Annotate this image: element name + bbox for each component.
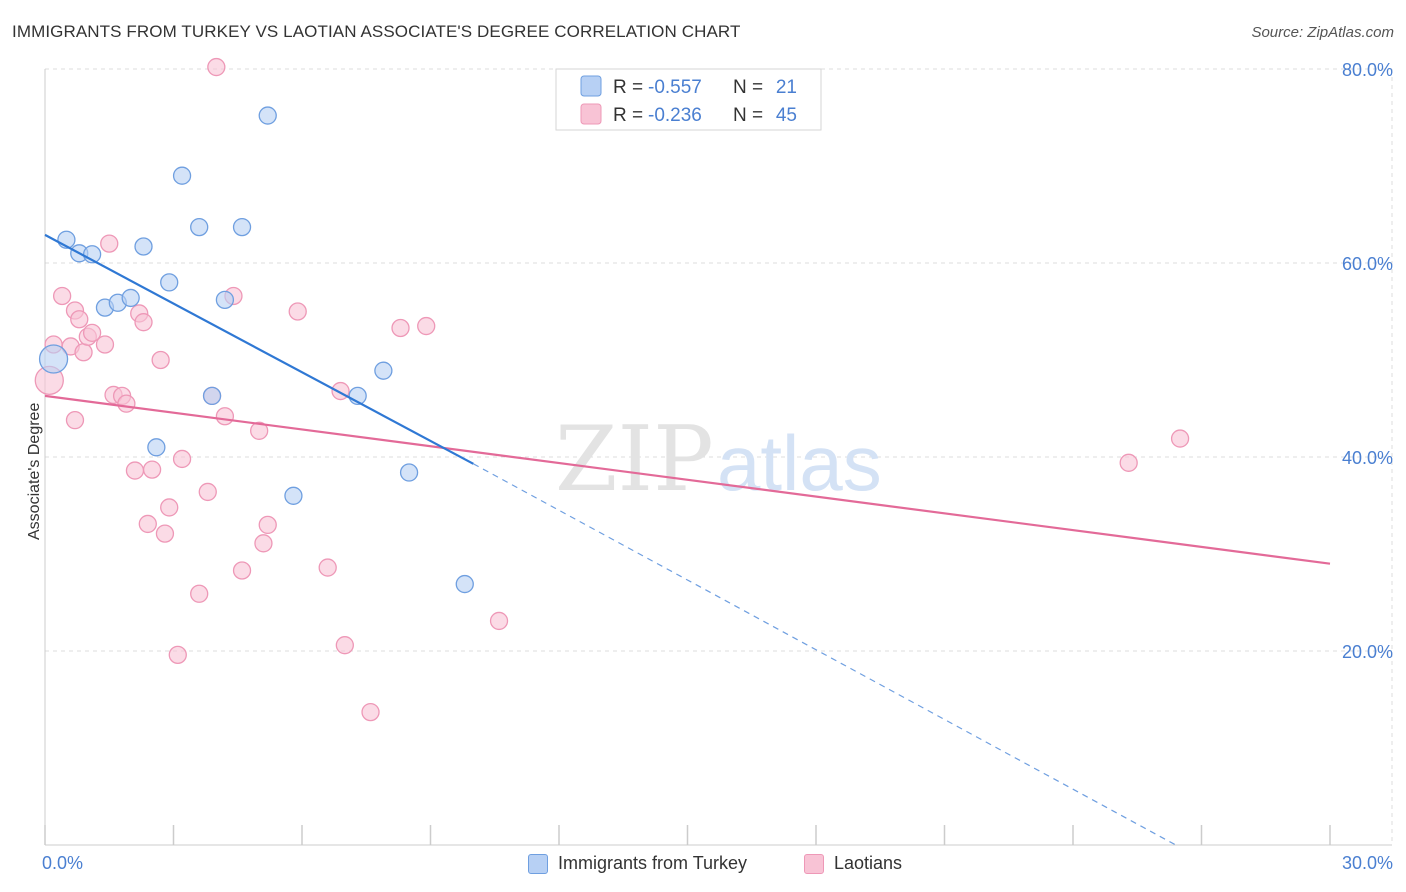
- y-tick-label: 20.0%: [1342, 642, 1393, 662]
- data-point-laotians: [138, 514, 157, 534]
- data-point-laotians: [168, 645, 187, 665]
- data-point-laotians: [417, 316, 436, 336]
- legend-top-swatch: [580, 75, 602, 97]
- y-tick-label: 60.0%: [1342, 254, 1393, 274]
- data-point-laotians: [288, 302, 307, 321]
- legend-r-label: R =: [613, 105, 643, 126]
- legend-r-label: R =: [613, 77, 643, 98]
- y-axis-label: Associate's Degree: [26, 402, 43, 540]
- data-point-laotians: [134, 313, 153, 332]
- legend-swatch-blue: [528, 853, 548, 874]
- data-point-immigrants-from-turkey: [258, 106, 277, 125]
- legend-label-immigrants-from-turkey: Immigrants from Turkey: [558, 853, 748, 873]
- legend-bottom: Immigrants from Turkey Laotians: [0, 851, 1406, 879]
- source-label: Source: ZipAtlas.com: [1251, 24, 1394, 41]
- data-point-laotians: [318, 558, 337, 577]
- data-point-laotians: [1170, 429, 1190, 448]
- data-point-laotians: [125, 461, 145, 480]
- data-point-laotians: [198, 482, 217, 502]
- data-point-immigrants-from-turkey: [190, 217, 209, 237]
- data-point-laotians: [207, 57, 226, 77]
- data-point-laotians: [117, 394, 136, 413]
- legend-n-value: 21: [776, 77, 797, 98]
- data-point-immigrants-from-turkey: [374, 361, 393, 380]
- data-point-laotians: [258, 515, 277, 535]
- data-point-immigrants-from-turkey: [284, 486, 303, 505]
- y-tick-label: 80.0%: [1342, 60, 1393, 80]
- legend-n-label: N =: [733, 105, 763, 126]
- data-point-laotians: [335, 636, 354, 655]
- data-point-immigrants-from-turkey: [38, 344, 69, 374]
- data-point-laotians: [70, 310, 89, 329]
- data-point-immigrants-from-turkey: [455, 574, 474, 594]
- legend-top-swatch: [580, 103, 602, 125]
- data-point-laotians: [215, 407, 235, 426]
- data-point-immigrants-from-turkey: [172, 166, 192, 185]
- data-point-immigrants-from-turkey: [232, 217, 252, 237]
- data-point-laotians: [361, 702, 380, 722]
- data-point-laotians: [1119, 453, 1138, 472]
- trend-line-immigrants-from-turkey: [44, 233, 474, 465]
- data-point-laotians: [391, 318, 410, 338]
- legend-n-label: N =: [733, 77, 763, 98]
- legend-item-immigrants-from-turkey[interactable]: Immigrants from Turkey: [528, 853, 747, 874]
- legend-n-value: 45: [776, 105, 797, 126]
- data-point-laotians: [172, 449, 192, 469]
- data-point-laotians: [142, 460, 162, 479]
- data-point-laotians: [254, 534, 273, 553]
- legend-swatch-pink: [804, 853, 824, 874]
- trend-line-laotians: [44, 394, 1331, 565]
- data-point-laotians: [155, 524, 175, 543]
- data-point-immigrants-from-turkey: [399, 463, 419, 482]
- data-point-laotians: [95, 335, 115, 354]
- data-point-laotians: [74, 343, 93, 362]
- data-point-laotians: [151, 350, 170, 370]
- data-point-immigrants-from-turkey: [134, 237, 153, 256]
- data-point-laotians: [160, 498, 179, 517]
- legend-label-laotians: Laotians: [834, 853, 903, 873]
- x-tick-label: 30.0%: [1342, 853, 1393, 873]
- data-point-immigrants-from-turkey: [121, 288, 140, 308]
- trend-extension-immigrants-from-turkey: [473, 463, 1177, 846]
- data-point-laotians: [232, 561, 252, 580]
- data-point-immigrants-from-turkey: [202, 386, 222, 406]
- watermark-atlas: atlas: [717, 419, 882, 507]
- legend-r-value: -0.557: [648, 77, 702, 98]
- data-point-laotians: [100, 234, 119, 253]
- data-point-laotians: [489, 611, 509, 631]
- watermark-zip: ZIP: [555, 407, 714, 512]
- data-point-immigrants-from-turkey: [147, 438, 166, 457]
- legend-item-laotians[interactable]: Laotians: [804, 853, 902, 874]
- data-point-laotians: [250, 421, 269, 440]
- data-point-laotians: [82, 323, 102, 342]
- legend-r-value: -0.236: [648, 105, 702, 126]
- data-point-immigrants-from-turkey: [215, 290, 235, 310]
- x-tick-label: 0.0%: [42, 853, 83, 873]
- data-point-laotians: [52, 286, 72, 306]
- data-point-laotians: [65, 410, 85, 430]
- data-point-immigrants-from-turkey: [160, 273, 179, 292]
- chart-title: IMMIGRANTS FROM TURKEY VS LAOTIAN ASSOCI…: [12, 22, 741, 41]
- y-tick-label: 40.0%: [1342, 448, 1393, 468]
- data-point-laotians: [190, 584, 209, 603]
